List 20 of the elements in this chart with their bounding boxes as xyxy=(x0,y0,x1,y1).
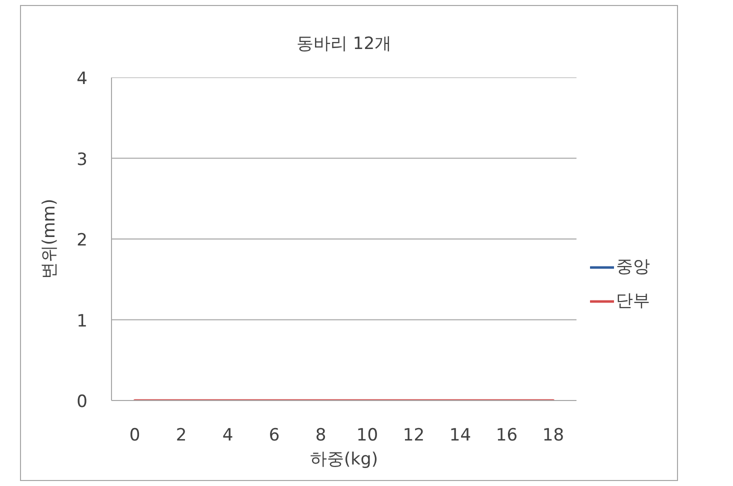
x-tick-label: 0 xyxy=(129,426,140,446)
x-tick-label: 14 xyxy=(449,426,472,446)
chart-title: 동바리 12개 xyxy=(296,34,392,54)
x-tick-label: 8 xyxy=(315,426,326,446)
y-tick-label: 2 xyxy=(76,230,88,250)
x-tick-label: 10 xyxy=(356,426,378,446)
legend-label: 중앙 xyxy=(616,256,650,278)
y-tick-label: 0 xyxy=(76,392,88,412)
legend-label: 단부 xyxy=(616,290,650,312)
x-tick-label: 18 xyxy=(542,426,564,446)
x-tick-label: 16 xyxy=(496,426,518,446)
x-tick-label: 6 xyxy=(268,426,280,446)
y-tick-label: 3 xyxy=(76,150,88,170)
y-tick-label: 1 xyxy=(76,311,88,332)
x-tick-label: 2 xyxy=(176,426,187,446)
x-axis-title: 하중(kg) xyxy=(310,450,378,470)
y-axis-title: 변위(mm) xyxy=(40,198,60,280)
y-tick-label: 4 xyxy=(76,69,88,89)
x-tick-label: 4 xyxy=(222,426,234,446)
x-tick-label: 12 xyxy=(402,426,425,446)
